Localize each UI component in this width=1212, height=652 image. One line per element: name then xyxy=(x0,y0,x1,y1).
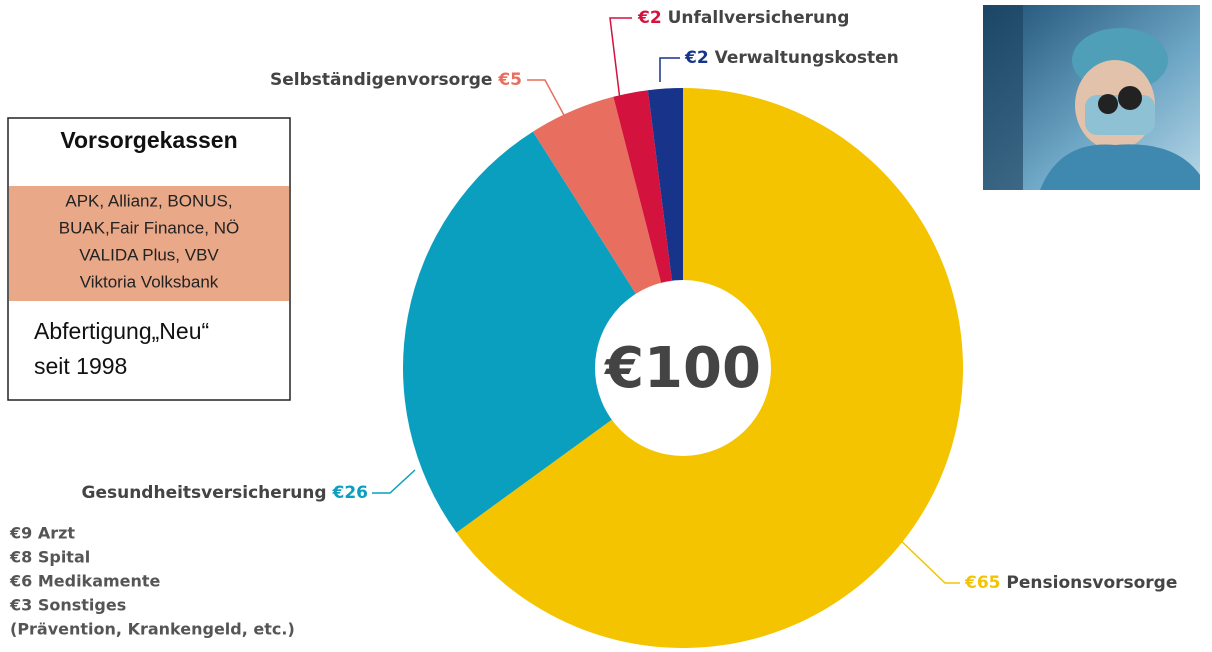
box-note: Abfertigung„Neu“ xyxy=(34,318,209,344)
segment-label: Selbständigenvorsorge €5 xyxy=(270,70,522,90)
segment-label: Gesundheitsversicherung €26 xyxy=(81,483,368,503)
donut: €100 xyxy=(403,88,963,648)
value-label: €65 xyxy=(964,573,1001,593)
leader-line xyxy=(660,58,680,82)
breakdown-item: €8 Spital xyxy=(9,548,90,567)
provider: VALIDA Plus, VBV xyxy=(79,245,219,264)
category-label: Selbständigenvorsorge xyxy=(270,70,492,90)
provider: APK, Allianz, BONUS, xyxy=(65,191,232,210)
leader-line xyxy=(895,535,960,583)
box-note: seit 1998 xyxy=(34,353,127,379)
category-label: Gesundheitsversicherung xyxy=(81,483,326,503)
category-label: Pensionsvorsorge xyxy=(1006,573,1177,593)
value-label: €2 xyxy=(637,8,662,28)
breakdown-item: €6 Medikamente xyxy=(9,572,161,591)
category-label: Unfallversicherung xyxy=(668,8,850,28)
segment-label: €2 Unfallversicherung xyxy=(637,8,849,28)
provider: BUAK,Fair Finance, NÖ xyxy=(59,218,239,237)
value-label: €5 xyxy=(497,70,522,90)
breakdown-item: (Prävention, Krankengeld, etc.) xyxy=(10,620,295,639)
value-label: €2 xyxy=(684,48,709,68)
segment-label: €2 Verwaltungskosten xyxy=(684,48,899,68)
photo xyxy=(983,5,1200,190)
leader-line xyxy=(372,470,415,493)
leader-line xyxy=(610,18,632,100)
breakdown-item: €3 Sonstiges xyxy=(9,596,126,615)
segment-label: €65 Pensionsvorsorge xyxy=(964,573,1177,593)
info-box: Vorsorgekassen APK, Allianz, BONUS, BUAK… xyxy=(8,118,290,400)
breakdown-item: €9 Arzt xyxy=(9,524,75,543)
box-title: Vorsorgekassen xyxy=(60,127,237,153)
provider: Viktoria Volksbank xyxy=(80,272,219,291)
category-label: Verwaltungskosten xyxy=(715,48,899,68)
value-label: €26 xyxy=(332,483,369,503)
chart: Vorsorgekassen APK, Allianz, BONUS, BUAK… xyxy=(0,0,1212,652)
center-label: €100 xyxy=(603,336,761,401)
